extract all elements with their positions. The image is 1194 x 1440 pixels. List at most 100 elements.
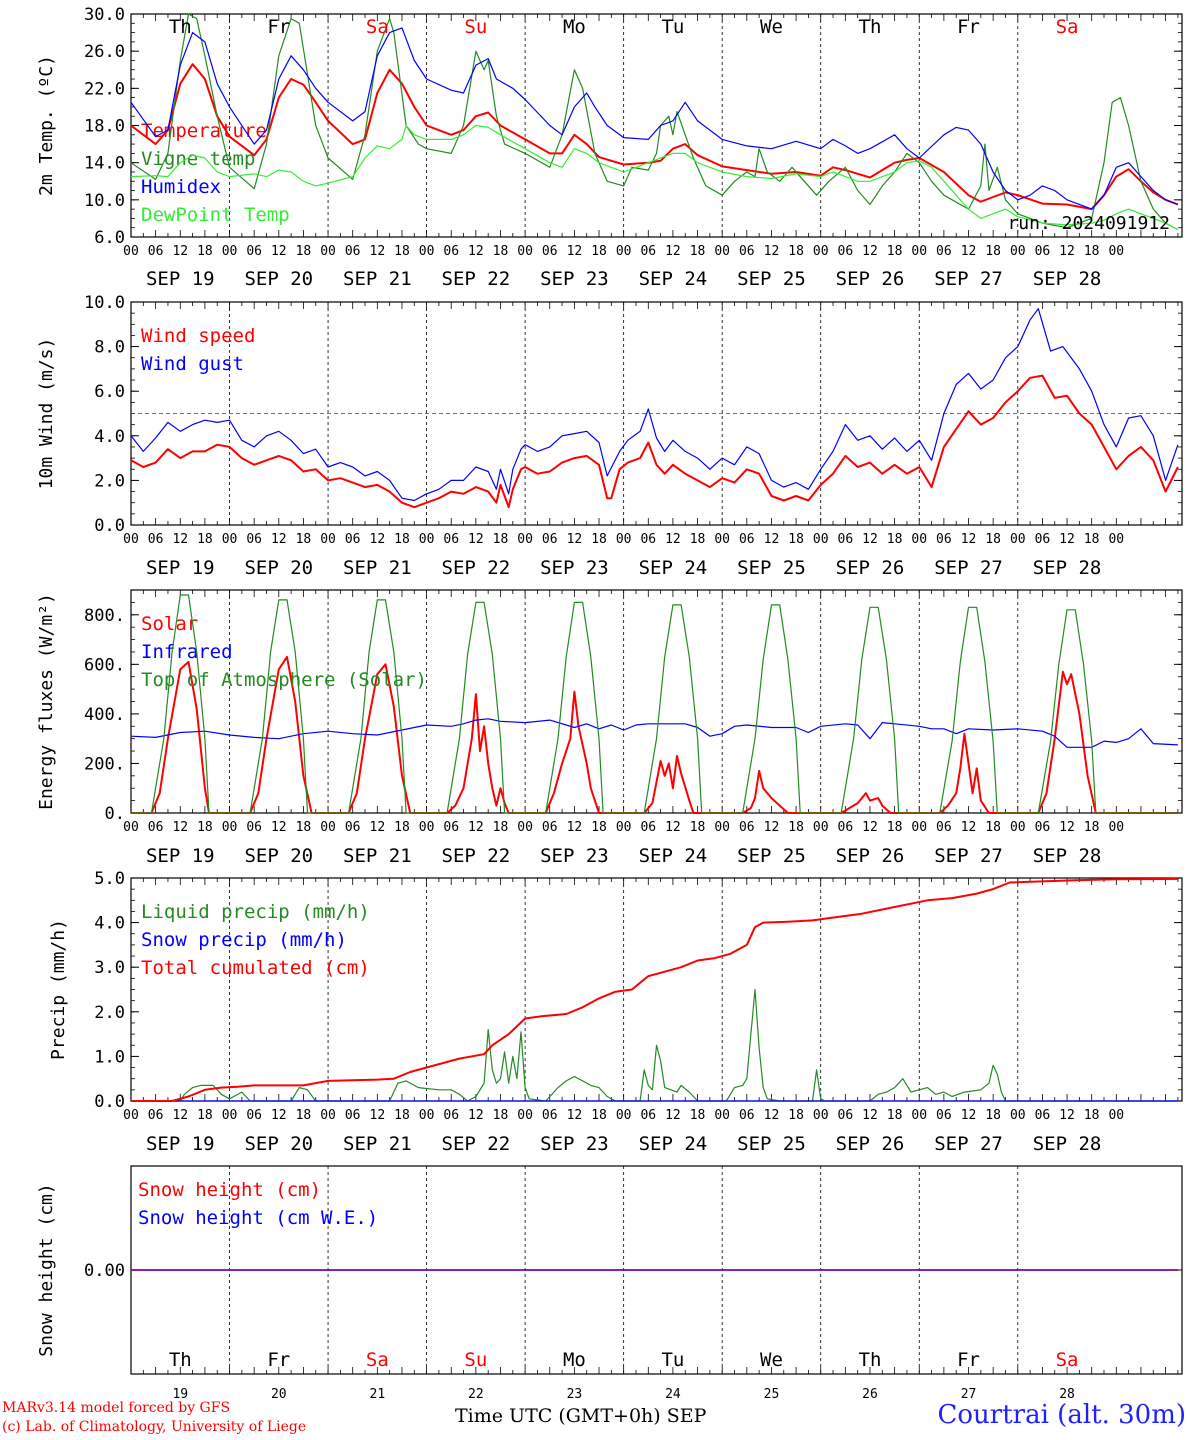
hour-label: 00 (616, 532, 632, 547)
hour-label: 12 (665, 820, 681, 835)
hour-label: 00 (813, 820, 829, 835)
hour-label: 12 (172, 1108, 188, 1123)
day-name: Tu (661, 16, 684, 38)
y-tick-label: 3.0 (94, 958, 125, 978)
hour-label: 12 (172, 820, 188, 835)
date-label: SEP 19 (146, 845, 215, 867)
hour-label: 00 (911, 244, 927, 259)
day-name: Th (859, 1349, 882, 1371)
hour-label: 00 (517, 820, 533, 835)
y-tick-label: 0.0 (94, 1092, 125, 1112)
hour-label: 12 (665, 532, 681, 547)
hour-label: 12 (567, 820, 583, 835)
hour-label: 12 (961, 244, 977, 259)
y-tick-label: 18.0 (84, 117, 125, 137)
credit-model: MARv3.14 model forced by GFS (2, 1400, 231, 1416)
hour-label: 00 (222, 820, 238, 835)
date-label: SEP 28 (1033, 845, 1102, 867)
y-tick-label: 600. (84, 655, 125, 675)
hour-label: 00 (320, 532, 336, 547)
date-label: SEP 27 (934, 557, 1003, 579)
hour-label: 06 (936, 820, 952, 835)
legend-entry: Infrared (141, 641, 233, 663)
y-axis-label: Precip (mm/h) (48, 919, 69, 1060)
hour-label: 18 (1084, 532, 1100, 547)
hour-label: 12 (862, 532, 878, 547)
hour-label: 06 (838, 244, 854, 259)
hour-label: 00 (419, 820, 435, 835)
hour-label: 12 (271, 820, 287, 835)
hour-label: 06 (739, 532, 755, 547)
date-label: SEP 21 (343, 268, 412, 290)
hour-label: 18 (394, 820, 410, 835)
legend-entry: Liquid precip (mm/h) (141, 901, 370, 923)
date-label: SEP 19 (146, 557, 215, 579)
hour-label: 06 (148, 820, 164, 835)
hour-label: 12 (961, 1108, 977, 1123)
hour-label: 06 (936, 244, 952, 259)
series-line-total-cumulated-cm- (131, 877, 1178, 1102)
y-tick-label: 200. (84, 754, 125, 774)
y-tick-label: 8.0 (94, 338, 125, 358)
hour-label: 06 (1035, 1108, 1051, 1123)
hour-label: 18 (1084, 1108, 1100, 1123)
hour-label: 18 (197, 1108, 213, 1123)
hour-label: 12 (172, 244, 188, 259)
hour-label: 18 (591, 532, 607, 547)
hour-label: 06 (345, 244, 361, 259)
hour-label: 00 (1108, 820, 1124, 835)
hour-label: 12 (764, 532, 780, 547)
date-label: SEP 27 (934, 845, 1003, 867)
hour-label: 18 (788, 820, 804, 835)
hour-label: 12 (370, 532, 386, 547)
y-tick-label: 30.0 (84, 5, 125, 25)
date-label: SEP 26 (836, 268, 905, 290)
hour-label: 00 (123, 244, 139, 259)
hour-label: 00 (1108, 532, 1124, 547)
series-line-dewpoint-temp (130, 124, 1179, 231)
hour-label: 18 (887, 820, 903, 835)
date-label: SEP 25 (737, 845, 806, 867)
date-label: SEP 23 (540, 268, 609, 290)
series-line-infrared (130, 718, 1178, 748)
day-number: 27 (961, 1387, 977, 1402)
date-label: SEP 27 (934, 268, 1003, 290)
hour-label: 18 (887, 532, 903, 547)
hour-label: 06 (936, 532, 952, 547)
y-tick-label: 10.0 (84, 191, 125, 211)
hour-label: 18 (197, 820, 213, 835)
series-line-liquid-precip-mm-h- (131, 988, 1178, 1102)
y-tick-label: 10.0 (84, 293, 125, 313)
legend-entry: Snow height (cm W.E.) (138, 1207, 378, 1229)
hour-label: 06 (640, 532, 656, 547)
hour-label: 18 (591, 1108, 607, 1123)
series-line-temperature (130, 63, 1179, 211)
hour-label: 12 (567, 1108, 583, 1123)
hour-label: 00 (419, 244, 435, 259)
hour-label: 18 (591, 820, 607, 835)
hour-label: 00 (1010, 820, 1026, 835)
series-line-wind-speed (130, 374, 1179, 509)
date-label: SEP 28 (1033, 268, 1102, 290)
hour-label: 06 (838, 532, 854, 547)
hour-label: 12 (961, 820, 977, 835)
hour-label: 12 (1059, 820, 1075, 835)
hour-label: 00 (222, 532, 238, 547)
hour-label: 06 (345, 820, 361, 835)
series-line-vigne-temp (130, 13, 1179, 231)
hour-label: 06 (246, 1108, 262, 1123)
y-tick-label: 800. (84, 606, 125, 626)
day-name: We (760, 16, 783, 38)
y-tick-label: 4.0 (94, 914, 125, 934)
hour-label: 18 (985, 1108, 1001, 1123)
hour-label: 00 (517, 532, 533, 547)
hour-label: 06 (443, 244, 459, 259)
legend-entry: DewPoint Temp (141, 204, 290, 226)
legend-entry: Vigne temp (141, 148, 255, 170)
y-axis-label: 2m Temp. (ºC) (36, 55, 57, 196)
hour-label: 18 (985, 820, 1001, 835)
hour-label: 18 (887, 1108, 903, 1123)
hour-label: 06 (838, 820, 854, 835)
hour-label: 18 (296, 244, 312, 259)
